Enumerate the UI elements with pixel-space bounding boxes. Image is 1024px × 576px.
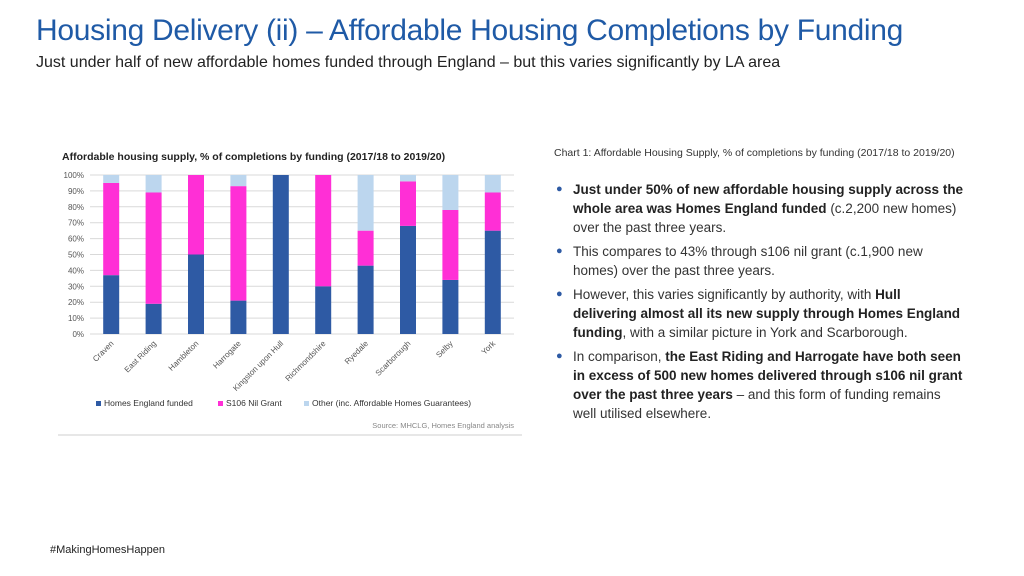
y-tick-label: 40% xyxy=(68,266,84,275)
legend-swatch xyxy=(304,401,309,406)
bar-segment xyxy=(357,175,374,231)
bar-segment xyxy=(103,175,120,183)
bullet-strong: Just under 50% of new affordable housing… xyxy=(573,182,964,216)
stacked-bar-chart: Affordable housing supply, % of completi… xyxy=(58,151,522,436)
bullet-text: This compares to 43% through s106 nil gr… xyxy=(573,244,923,278)
legend-label: S106 Nil Grant xyxy=(226,398,282,408)
bar-segment xyxy=(442,175,459,210)
bullet-pre: In comparison, xyxy=(573,349,666,364)
page-subtitle: Just under half of new affordable homes … xyxy=(36,54,781,71)
y-tick-label: 20% xyxy=(68,298,84,307)
bar-segment xyxy=(230,300,247,334)
bullet-icon: ● xyxy=(556,183,563,195)
y-tick-label: 50% xyxy=(68,251,84,260)
legend-label: Homes England funded xyxy=(104,398,193,408)
chart-title: Affordable housing supply, % of completi… xyxy=(62,151,445,163)
bar-segment xyxy=(145,303,162,334)
x-tick-label: Scarborough xyxy=(374,339,413,378)
bullet-icon: ● xyxy=(556,350,563,362)
y-tick-label: 30% xyxy=(68,282,84,291)
footer-hashtag: #MakingHomesHappen xyxy=(50,544,165,556)
bar-segment xyxy=(442,209,459,280)
bullet-item: ● Just under 50% of new affordable housi… xyxy=(554,180,964,237)
bar-segment xyxy=(357,230,374,266)
legend-swatch xyxy=(96,401,101,406)
bar-segment xyxy=(230,186,247,301)
bar-segment xyxy=(188,175,204,255)
bar-segment xyxy=(400,181,416,226)
y-tick-label: 100% xyxy=(64,171,84,180)
bar-segment xyxy=(315,286,332,334)
y-tick-label: 90% xyxy=(68,187,84,196)
y-tick-label: 70% xyxy=(68,219,84,228)
chart-panel: Affordable housing supply, % of completi… xyxy=(58,142,522,438)
bar-segment xyxy=(484,192,501,231)
bullet-text: , with a similar picture in York and Sca… xyxy=(622,325,908,340)
bar-segment xyxy=(484,230,501,334)
x-tick-label: Craven xyxy=(91,339,116,364)
bullet-strong: Hull delivering almost all its new suppl… xyxy=(573,287,961,340)
chart-caption: Chart 1: Affordable Housing Supply, % of… xyxy=(554,147,955,159)
x-tick-label: East Riding xyxy=(123,339,158,374)
y-tick-label: 0% xyxy=(72,330,84,339)
bullet-text: (c.2,200 new homes) over the past three … xyxy=(573,201,957,235)
bar-segment xyxy=(484,175,501,193)
bar-segment xyxy=(272,175,289,334)
bullet-text: – and this form of funding remains well … xyxy=(573,387,941,421)
commentary-list: ● Just under 50% of new affordable housi… xyxy=(554,180,964,428)
x-tick-label: Ryedale xyxy=(343,339,371,367)
bar-segment xyxy=(357,265,374,334)
bullet-strong: the East Riding and Harrogate have both … xyxy=(573,349,963,402)
x-tick-label: Selby xyxy=(434,339,455,360)
bullet-icon: ● xyxy=(556,288,563,300)
bullet-item: ● However, this varies significantly by … xyxy=(554,285,964,342)
bar-segment xyxy=(400,225,416,334)
bar-segment xyxy=(315,175,332,287)
legend-label: Other (inc. Affordable Homes Guarantees) xyxy=(312,398,471,408)
bar-segment xyxy=(442,279,459,334)
bullet-item: ● This compares to 43% through s106 nil … xyxy=(554,242,964,280)
page-title: Housing Delivery (ii) – Affordable Housi… xyxy=(36,14,904,47)
bar-segment xyxy=(230,175,247,187)
legend-swatch xyxy=(218,401,223,406)
bar-segment xyxy=(145,192,162,304)
chart-source: Source: MHCLG, Homes England analysis xyxy=(372,421,514,430)
y-tick-label: 10% xyxy=(68,314,84,323)
bullet-item: ● In comparison, the East Riding and Har… xyxy=(554,347,964,423)
bar-segment xyxy=(103,182,120,276)
bar-segment xyxy=(188,254,204,334)
bullet-pre: However, this varies significantly by au… xyxy=(573,287,876,302)
y-tick-label: 80% xyxy=(68,203,84,212)
bar-segment xyxy=(145,175,162,193)
y-tick-label: 60% xyxy=(68,235,84,244)
x-tick-label: Harrogate xyxy=(211,339,243,371)
x-tick-label: Hambleton xyxy=(167,339,201,373)
x-tick-label: York xyxy=(480,338,498,356)
bullet-icon: ● xyxy=(556,245,563,257)
x-tick-label: Richmondshire xyxy=(284,339,328,383)
bar-segment xyxy=(400,175,416,182)
bar-segment xyxy=(103,275,120,334)
